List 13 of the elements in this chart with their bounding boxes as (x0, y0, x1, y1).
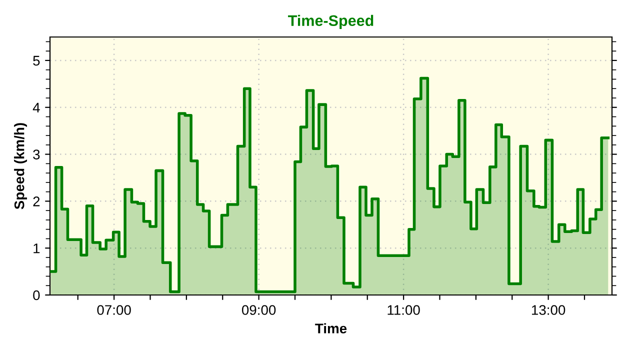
x-axis-title: Time (315, 323, 347, 334)
y-tick-label: 5 (33, 56, 40, 66)
y-tick-label: 2 (33, 196, 40, 206)
y-tick-label: 1 (34, 244, 40, 254)
y-tick-label: 4 (32, 102, 40, 112)
x-tick-label: 07:00 (97, 305, 131, 315)
x-tick-label: 11:00 (388, 305, 420, 315)
y-tick-label: 3 (33, 150, 40, 160)
x-tick-label: 13:00 (532, 305, 566, 315)
x-tick-label: 09:00 (242, 305, 276, 315)
chart-title: Time-Speed (288, 14, 374, 30)
y-tick-label: 0 (33, 290, 40, 300)
y-axis-title: Speed (km/h) (14, 123, 27, 210)
